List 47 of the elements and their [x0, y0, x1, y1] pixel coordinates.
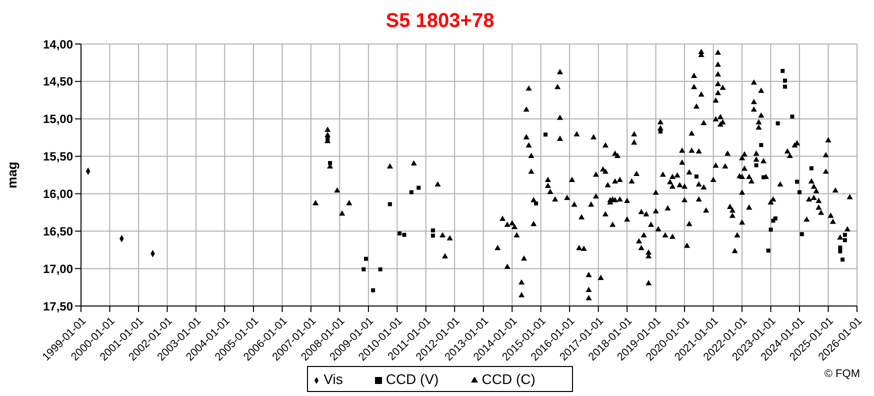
y-tick-label: 17,50 [42, 299, 74, 314]
y-tick-label: 15,00 [42, 112, 74, 126]
point [364, 256, 368, 261]
point [378, 267, 382, 272]
point [416, 186, 421, 190]
point [534, 201, 538, 206]
point [840, 258, 845, 262]
point [838, 249, 842, 254]
point [780, 68, 785, 73]
point [543, 132, 548, 137]
point [795, 180, 800, 184]
point [790, 114, 794, 119]
point [797, 190, 802, 194]
point [388, 202, 392, 206]
point [776, 121, 780, 126]
point [783, 78, 787, 83]
point [773, 216, 778, 220]
point [759, 143, 764, 148]
point [800, 232, 804, 236]
y-tick-label: 14,00 [42, 37, 74, 52]
y-tick-label: 17,00 [42, 262, 74, 276]
point [430, 228, 435, 232]
point [768, 228, 773, 232]
point [371, 288, 376, 292]
legend-label: Vis [324, 371, 343, 387]
point [409, 190, 414, 194]
point [809, 166, 814, 170]
y-tick-label: 16,00 [42, 186, 74, 201]
point [754, 163, 758, 168]
point [430, 234, 435, 238]
point [842, 232, 847, 237]
point [694, 174, 698, 178]
y-tick-label: 14,50 [42, 74, 74, 89]
point [783, 84, 787, 89]
point [398, 231, 402, 236]
y-tick-label: 16,50 [42, 224, 74, 238]
point [402, 232, 406, 237]
legend-label: CCD (V) [386, 371, 439, 387]
chart-title: S5 1803+78 [384, 9, 496, 34]
point [842, 238, 847, 242]
text: © FQM [824, 368, 860, 380]
point [838, 246, 842, 250]
y-axis-title: mag [4, 162, 20, 188]
legend-label: CCD (C) [482, 371, 536, 387]
y-tick-label: 15,50 [42, 150, 74, 164]
point [362, 267, 366, 272]
point [766, 248, 770, 253]
